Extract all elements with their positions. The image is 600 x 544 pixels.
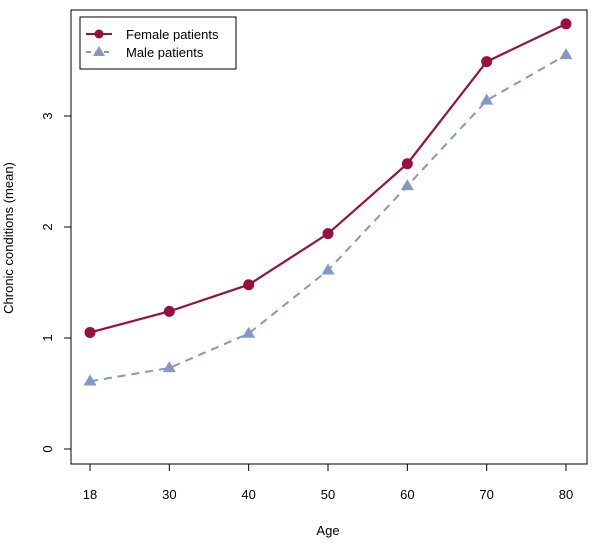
x-tick-label: 70	[479, 487, 493, 502]
female-patients-line	[89, 22, 567, 334]
x-axis: 18 30 40 50 60 70 80	[83, 464, 573, 502]
male-patients-point	[559, 48, 573, 60]
y-axis: 0 1 2 3	[40, 112, 71, 453]
female-patients-point	[84, 326, 96, 338]
legend-male-patients-marker	[93, 46, 105, 56]
y-tick-label: 3	[40, 112, 55, 119]
male-patients-point	[162, 361, 176, 373]
x-tick-label: 30	[162, 487, 176, 502]
male-patients-point	[321, 263, 335, 275]
x-tick-label: 60	[400, 487, 414, 502]
x-tick-label: 50	[321, 487, 335, 502]
female-patients-point	[560, 18, 572, 30]
male-patients-line	[89, 54, 567, 383]
female-patients-point	[163, 305, 175, 317]
legend-female-patients-marker	[94, 29, 104, 39]
x-tick-label: 40	[241, 487, 255, 502]
y-axis-title: Chronic conditions (mean)	[1, 162, 16, 314]
male-patients-point	[83, 374, 97, 386]
legend-female-patients-label: Female patients	[126, 27, 219, 42]
y-tick-label: 0	[40, 445, 55, 452]
legend: Female patients Male patients	[79, 16, 237, 70]
female-patients-point	[322, 228, 334, 240]
male-patients-point	[400, 179, 414, 191]
legend-box	[79, 16, 237, 70]
male-patients-point	[480, 93, 494, 105]
male-patients-point	[242, 326, 256, 338]
series-layer	[83, 18, 573, 386]
x-tick-label: 80	[559, 487, 573, 502]
y-tick-label: 2	[40, 223, 55, 230]
legend-male-patients-label: Male patients	[126, 45, 204, 60]
x-axis-title: Age	[316, 523, 339, 538]
x-tick-label: 18	[83, 487, 97, 502]
female-patients-point	[243, 279, 255, 291]
female-patients-point	[481, 56, 493, 68]
plot-frame	[70, 9, 588, 465]
y-tick-label: 1	[40, 334, 55, 341]
female-patients-point	[401, 158, 413, 170]
